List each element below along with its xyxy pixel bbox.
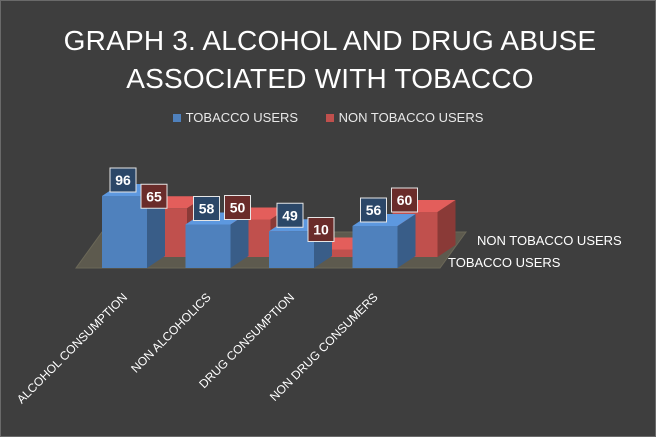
data-label-tobacco-users-alcohol-consumption: 96 bbox=[115, 172, 131, 188]
data-label-non-tobacco-users-drug-consumption-box bbox=[307, 217, 335, 242]
bar-tobacco-users-alcohol-consumption-front bbox=[102, 196, 147, 268]
bar-tobacco-users-non-alcoholics-front bbox=[185, 224, 231, 268]
data-label-non-tobacco-users-drug-consumption: 10 bbox=[313, 222, 329, 238]
category-label-drug-consumption: DRUG CONSUMPTION bbox=[196, 290, 297, 391]
data-label-non-tobacco-users-non-drug-consumers: 60 bbox=[397, 192, 413, 208]
bar-tobacco-users-non-drug-consumers-side bbox=[397, 214, 416, 268]
legend-swatch-tobacco-users bbox=[172, 113, 181, 122]
data-label-tobacco-users-non-alcoholics-box bbox=[193, 196, 220, 221]
chart-title: GRAPH 3. ALCOHOL AND DRUG ABUSE ASSOCIAT… bbox=[60, 22, 600, 98]
chart-title-line-1: GRAPH 3. ALCOHOL AND DRUG ABUSE bbox=[63, 25, 597, 56]
category-label-alcohol-consumption: ALCOHOL CONSUMPTION bbox=[14, 290, 130, 406]
data-label-non-tobacco-users-non-alcoholics-box bbox=[224, 195, 251, 220]
category-label-non-alcoholics: NON ALCOHOLICS bbox=[128, 290, 213, 375]
bar-non-tobacco-users-non-drug-consumers-side bbox=[437, 200, 456, 257]
data-label-tobacco-users-alcohol-consumption-box bbox=[109, 167, 137, 193]
data-label-tobacco-users-drug-consumption-box bbox=[276, 202, 304, 228]
legend-item-tobacco-users: TOBACCO USERS bbox=[172, 110, 299, 125]
bar-tobacco-users-non-alcoholics-side bbox=[230, 212, 249, 268]
data-label-non-tobacco-users-alcohol-consumption-box bbox=[140, 183, 168, 209]
legend-item-non-tobacco-users: NON TOBACCO USERS bbox=[325, 110, 484, 125]
bar-tobacco-users-drug-consumption-front bbox=[269, 231, 314, 268]
legend-label-tobacco-users: TOBACCO USERS bbox=[185, 110, 299, 125]
data-label-non-tobacco-users-non-alcoholics: 50 bbox=[230, 200, 246, 216]
chart-legend: TOBACCO USERS NON TOBACCO USERS bbox=[0, 110, 656, 125]
depth-label-tobacco-users: TOBACCO USERS bbox=[448, 255, 561, 270]
legend-label-non-tobacco-users: NON TOBACCO USERS bbox=[338, 110, 484, 125]
data-label-tobacco-users-non-drug-consumers: 56 bbox=[366, 202, 382, 218]
data-label-tobacco-users-non-alcoholics: 58 bbox=[199, 201, 215, 217]
data-label-tobacco-users-drug-consumption: 49 bbox=[282, 207, 298, 223]
depth-label-non-tobacco-users: NON TOBACCO USERS bbox=[477, 233, 622, 248]
data-label-non-tobacco-users-alcohol-consumption: 65 bbox=[146, 188, 162, 204]
bar-tobacco-users-non-drug-consumers-front bbox=[352, 226, 398, 268]
chart-title-line-2: ASSOCIATED WITH TOBACCO bbox=[126, 63, 534, 94]
data-label-non-tobacco-users-non-drug-consumers-box bbox=[391, 187, 418, 213]
data-label-tobacco-users-non-drug-consumers-box bbox=[360, 197, 387, 223]
legend-swatch-non-tobacco-users bbox=[325, 113, 334, 122]
